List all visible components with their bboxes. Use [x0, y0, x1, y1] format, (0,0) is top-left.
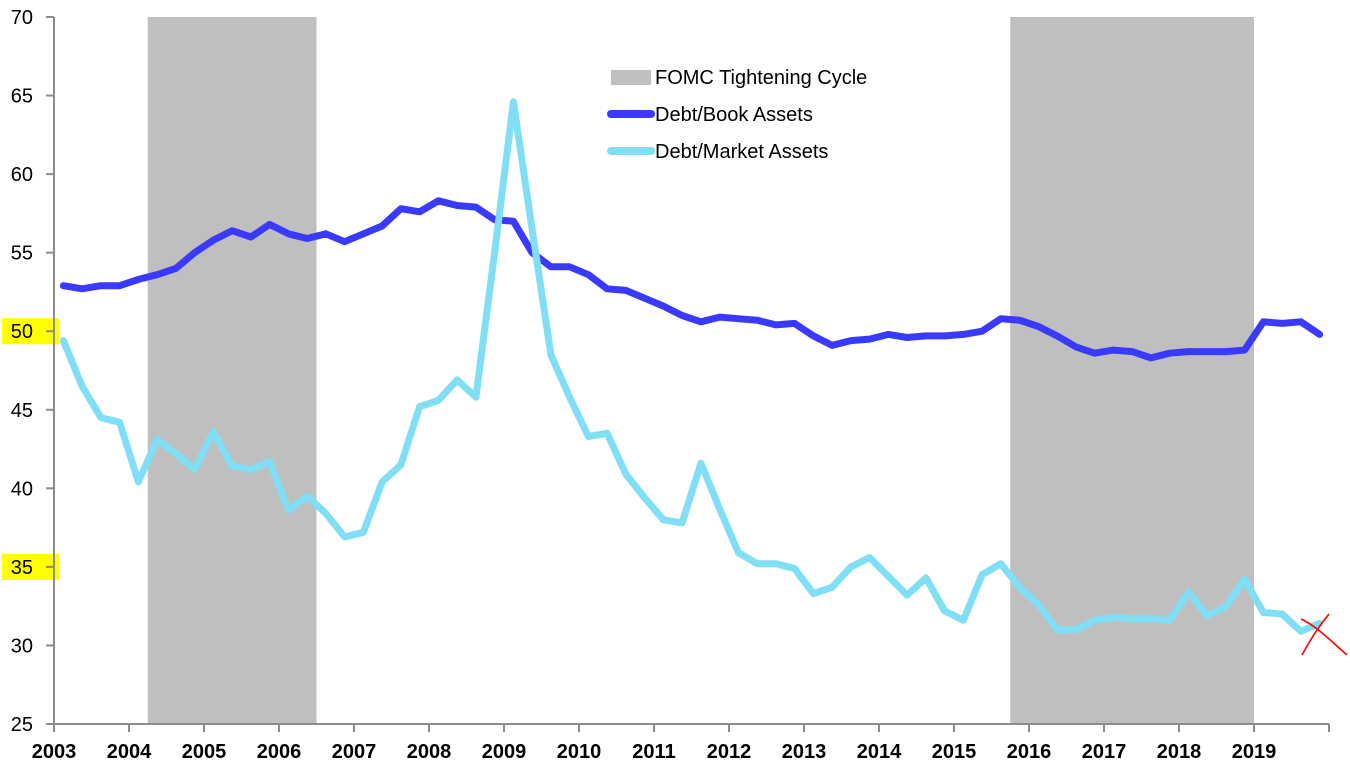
xtick-label: 2018 [1157, 741, 1202, 763]
xtick-label: 2009 [482, 741, 527, 763]
xtick-label: 2003 [32, 741, 77, 763]
fomc-shaded-region [147, 17, 317, 724]
ytick-label: 35 [11, 557, 33, 579]
legend: FOMC Tightening Cycle Debt/Book Assets D… [607, 67, 867, 163]
xtick-label: 2019 [1232, 741, 1277, 763]
legend-label-market: Debt/Market Assets [655, 141, 828, 163]
xtick-label: 2016 [1007, 741, 1052, 763]
ytick-label: 30 [11, 635, 33, 657]
shaded-regions [147, 17, 1254, 724]
red-x-annotation [1300, 613, 1348, 656]
series-line [59, 197, 1324, 362]
ytick-label: 50 [11, 321, 33, 343]
tick-highlights [2, 318, 59, 580]
ytick-label: 60 [11, 164, 33, 186]
series-lines [59, 98, 1324, 635]
xtick-label: 2006 [257, 741, 302, 763]
xtick-label: 2011 [632, 741, 675, 763]
ytick-label: 55 [11, 243, 33, 265]
series-debt-book-assets [59, 197, 1324, 362]
xtick-label: 2017 [1082, 741, 1127, 763]
legend-swatch-fomc [611, 70, 651, 85]
ytick-label: 25 [11, 714, 33, 736]
ytick-label: 70 [11, 7, 33, 29]
xtick-label: 2007 [332, 741, 377, 763]
xtick-label: 2013 [782, 741, 827, 763]
y-ticks: 25 30 35 40 45 50 55 60 65 70 [11, 7, 54, 736]
red-x-stroke-2 [1301, 613, 1330, 656]
fomc-shaded-region [1010, 17, 1254, 724]
xtick-label: 2004 [107, 741, 152, 763]
xtick-label: 2010 [557, 741, 602, 763]
xtick-label: 2015 [932, 741, 977, 763]
xtick-label: 2008 [407, 741, 452, 763]
ytick-label: 45 [11, 400, 33, 422]
ytick-label: 65 [11, 86, 33, 108]
ytick-label: 40 [11, 478, 33, 500]
axes [53, 17, 1329, 725]
red-x-stroke-1 [1300, 618, 1348, 656]
legend-label-fomc: FOMC Tightening Cycle [655, 67, 867, 89]
legend-label-book: Debt/Book Assets [655, 104, 813, 126]
x-ticks: 2003 2004 2005 2006 2007 2008 2009 2010 2011 2012… [32, 724, 1330, 763]
xtick-label: 2014 [857, 741, 902, 763]
xtick-label: 2005 [182, 741, 227, 763]
xtick-label: 2012 [707, 741, 752, 763]
series-line [59, 98, 1324, 635]
series-debt-market-assets [59, 98, 1324, 635]
